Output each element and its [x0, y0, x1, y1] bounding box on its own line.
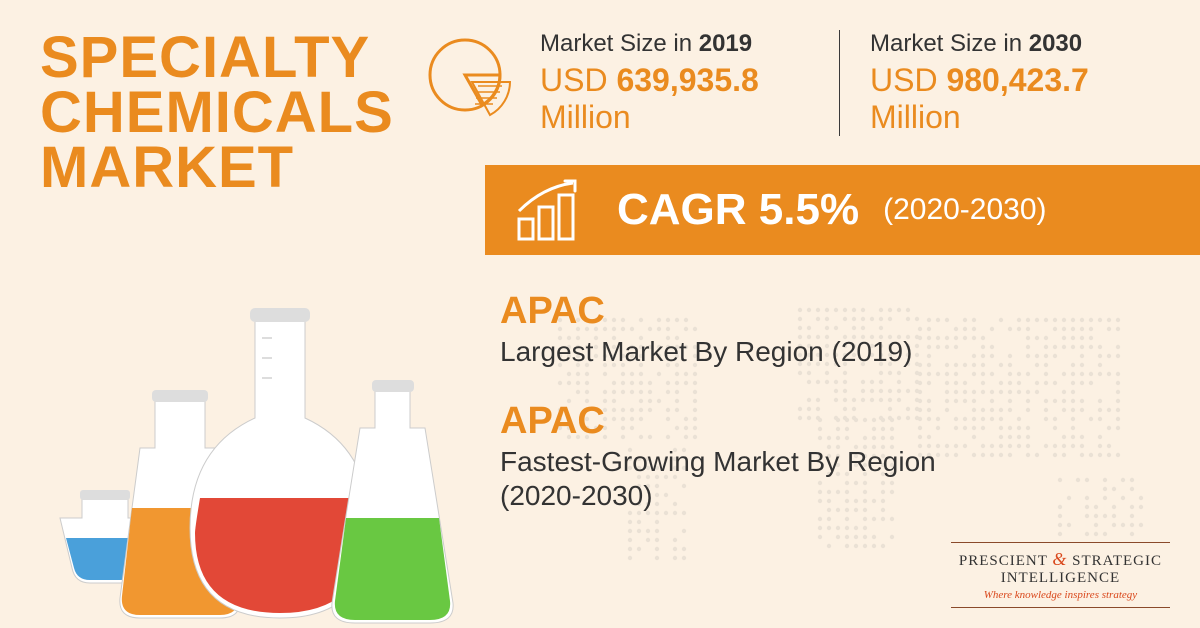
growth-chart-icon [515, 177, 593, 243]
fastest-region-block: APAC Fastest-Growing Market By Region (2… [500, 400, 936, 512]
fastest-region-desc-1: Fastest-Growing Market By Region [500, 445, 936, 479]
largest-region-desc: Largest Market By Region (2019) [500, 335, 912, 369]
title-line-1: SPECIALTY [40, 30, 394, 85]
flasks-illustration [10, 268, 460, 628]
logo-text: PRESCIENT & STRATEGIC INTELLIGENCE [959, 549, 1162, 587]
ms-2019-unit: Million [540, 99, 819, 136]
ms-2019-prefix: Market Size in [540, 30, 699, 57]
largest-region-block: APAC Largest Market By Region (2019) [500, 290, 912, 369]
logo-amp-icon: & [1052, 549, 1067, 569]
ms-2030-year: 2030 [1029, 30, 1082, 57]
main-title: SPECIALTY CHEMICALS MARKET [40, 30, 394, 195]
logo-tagline: Where knowledge inspires strategy [959, 589, 1162, 601]
logo-bottom: INTELLIGENCE [1001, 570, 1120, 586]
flask-green [332, 380, 453, 623]
company-logo: PRESCIENT & STRATEGIC INTELLIGENCE Where… [951, 542, 1170, 608]
ms-2019-value: USD 639,935.8 [540, 62, 819, 99]
cagr-banner: CAGR 5.5% (2020-2030) [485, 165, 1200, 255]
ms-2030-value: USD 980,423.7 [870, 62, 1190, 99]
logo-left: PRESCIENT [959, 553, 1048, 569]
ms-2030-currency: USD [870, 62, 946, 98]
ms-2030-prefix: Market Size in [870, 30, 1029, 57]
market-size-2030: Market Size in 2030 USD 980,423.7 Millio… [870, 30, 1190, 136]
ms-2030-number: 980,423.7 [946, 62, 1088, 98]
logo-right: STRATEGIC [1072, 553, 1162, 569]
title-line-3: MARKET [40, 140, 394, 195]
fastest-region-desc-2: (2020-2030) [500, 479, 936, 513]
pie-chart-icon [420, 30, 520, 130]
ms-2030-unit: Million [870, 99, 1190, 136]
market-size-2019: Market Size in 2019 USD 639,935.8 Millio… [540, 30, 840, 136]
cagr-period: (2020-2030) [883, 193, 1046, 227]
ms-2019-number: 639,935.8 [616, 62, 758, 98]
fastest-region-name: APAC [500, 400, 936, 443]
largest-region-name: APAC [500, 290, 912, 333]
title-line-2: CHEMICALS [40, 85, 394, 140]
ms-2019-currency: USD [540, 62, 616, 98]
ms-2030-label: Market Size in 2030 [870, 30, 1190, 58]
cagr-value: CAGR 5.5% [617, 185, 859, 235]
ms-2019-year: 2019 [699, 30, 752, 57]
ms-2019-label: Market Size in 2019 [540, 30, 819, 58]
